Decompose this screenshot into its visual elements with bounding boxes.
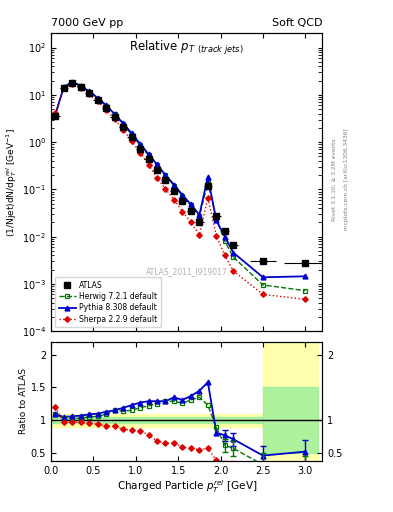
Legend: ATLAS, Herwig 7.2.1 default, Pythia 8.308 default, Sherpa 2.2.9 default: ATLAS, Herwig 7.2.1 default, Pythia 8.30…	[55, 277, 162, 327]
Text: ATLAS_2011_I919017: ATLAS_2011_I919017	[146, 267, 228, 276]
Text: Rivet 3.1.10; ≥ 3.2M events: Rivet 3.1.10; ≥ 3.2M events	[332, 138, 337, 221]
Y-axis label: Ratio to ATLAS: Ratio to ATLAS	[19, 368, 28, 434]
Y-axis label: (1/Njet)dN/dp$_T^{rel}$ [GeV$^{-1}$]: (1/Njet)dN/dp$_T^{rel}$ [GeV$^{-1}$]	[4, 128, 19, 237]
X-axis label: Charged Particle $p_T^{rel}$ [GeV]: Charged Particle $p_T^{rel}$ [GeV]	[116, 478, 257, 495]
Text: 7000 GeV pp: 7000 GeV pp	[51, 18, 123, 28]
Text: mcplots.cern.ch [arXiv:1306.3436]: mcplots.cern.ch [arXiv:1306.3436]	[344, 129, 349, 230]
Text: Relative $p_T$ $_{(track\ jets)}$: Relative $p_T$ $_{(track\ jets)}$	[129, 39, 244, 57]
Text: Soft QCD: Soft QCD	[272, 18, 322, 28]
